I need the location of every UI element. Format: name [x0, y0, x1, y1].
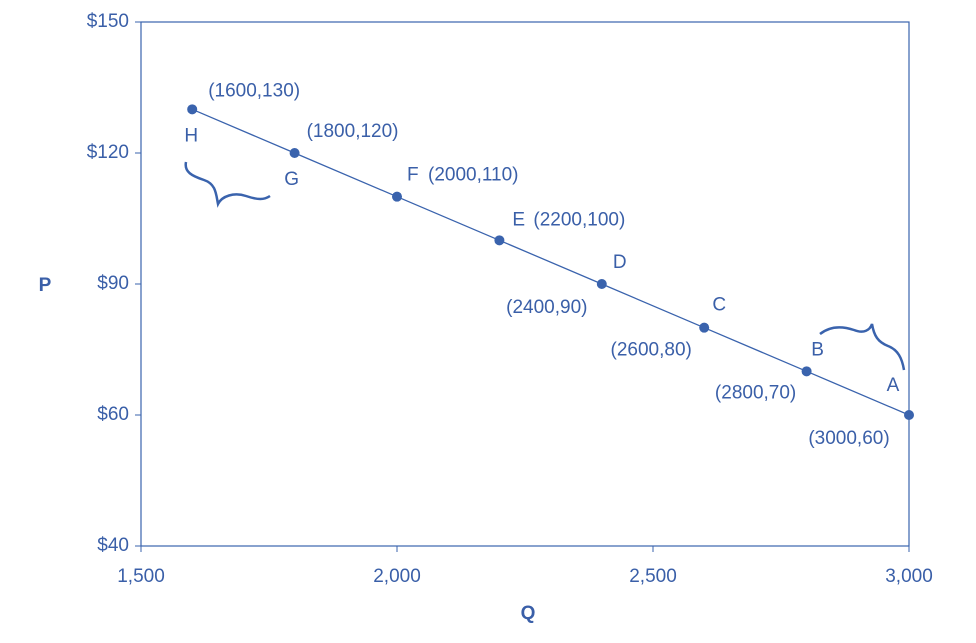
x-tick-label: 1,500: [117, 566, 165, 587]
point: [596, 279, 607, 289]
point: [801, 366, 812, 377]
y-tick-label: $40: [97, 535, 129, 556]
point-name: G: [284, 169, 299, 190]
brace: [184, 161, 271, 208]
y-tick-label: $60: [97, 404, 129, 425]
y-tick-label: $150: [87, 11, 129, 32]
x-tick-label: 2,000: [373, 566, 421, 587]
point: [904, 410, 914, 420]
demand-line: [191, 108, 910, 416]
point-label: (2200,100): [533, 209, 625, 230]
y-tick-label: $120: [87, 142, 129, 163]
x-axis-title: Q: [521, 603, 536, 624]
point: [289, 148, 300, 158]
point-name: H: [184, 125, 198, 146]
point-label: (3000,60): [808, 428, 889, 449]
point-label: (2400,90): [506, 297, 587, 318]
point-label: (1800,120): [307, 121, 399, 142]
brace: [819, 323, 906, 371]
point: [494, 235, 505, 246]
point-label: (2800,70): [715, 382, 796, 403]
point-label: (2600,80): [611, 340, 692, 361]
x-tick-label: 3,000: [885, 566, 933, 587]
point: [392, 191, 402, 202]
point-label: (1600,130): [208, 80, 300, 101]
point-name: F: [407, 165, 419, 186]
point-label: (2000,110): [428, 165, 519, 186]
point: [699, 322, 710, 333]
point-name: E: [512, 209, 525, 230]
point-name: D: [613, 252, 627, 273]
point-name: C: [712, 295, 726, 316]
point: [187, 104, 198, 115]
point-name: A: [887, 375, 900, 396]
y-tick-label: $90: [97, 273, 129, 294]
x-tick-label: 2,500: [629, 566, 677, 587]
y-axis-title: P: [39, 275, 52, 296]
point-name: B: [811, 339, 824, 360]
